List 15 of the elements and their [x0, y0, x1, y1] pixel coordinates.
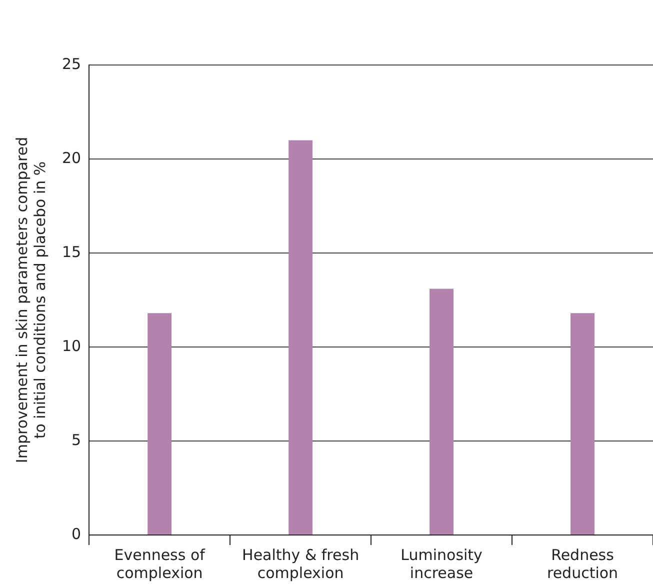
bar: [288, 140, 313, 534]
bar: [430, 288, 454, 534]
x-tick-label: Evenness of complexion: [114, 546, 206, 582]
y-tick-label: 20: [62, 148, 82, 167]
x-tick-label: Healthy & fresh complexion: [242, 546, 360, 582]
y-tick-label: 25: [62, 54, 82, 73]
y-tick-label: 10: [62, 336, 82, 355]
y-tick-label: 15: [62, 242, 82, 261]
y-tick-label: 5: [72, 430, 82, 449]
x-tick-label: Luminosity increase: [400, 546, 483, 582]
bar: [570, 313, 594, 534]
x-tick-label: Redness reduction: [546, 546, 618, 582]
bar: [148, 313, 172, 534]
y-axis-title: Improvement in skin parameters compared to initial conditions and placebo in %: [12, 136, 49, 464]
y-tick-label: 0: [72, 524, 82, 543]
